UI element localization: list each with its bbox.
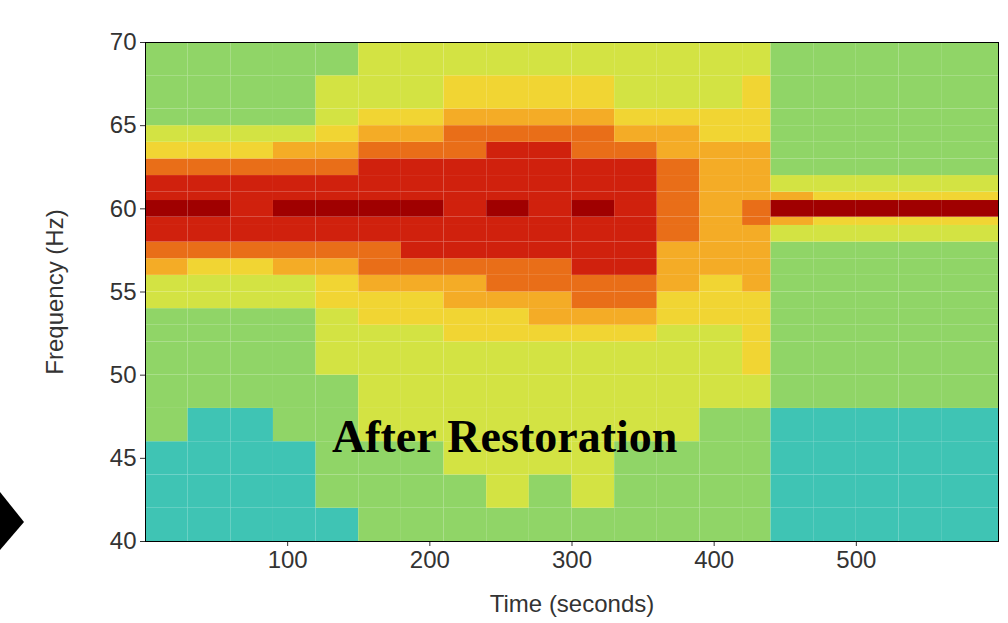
svg-text:60: 60 <box>110 195 137 222</box>
svg-text:100: 100 <box>268 546 308 573</box>
html-text:After Restoration: After Restoration <box>332 411 678 462</box>
svg-text:200: 200 <box>410 546 450 573</box>
svg-text:500: 500 <box>836 546 876 573</box>
svg-text:50: 50 <box>110 361 137 388</box>
svg-text:400: 400 <box>694 546 734 573</box>
svg-text:300: 300 <box>552 546 592 573</box>
svg-text:70: 70 <box>110 28 137 55</box>
svg-text:Frequency (Hz): Frequency (Hz) <box>41 209 68 374</box>
svg-text:40: 40 <box>110 527 137 554</box>
svg-text:55: 55 <box>110 278 137 305</box>
svg-text:65: 65 <box>110 111 137 138</box>
svg-text:45: 45 <box>110 444 137 471</box>
svg-text:Time (seconds): Time (seconds) <box>490 590 654 617</box>
